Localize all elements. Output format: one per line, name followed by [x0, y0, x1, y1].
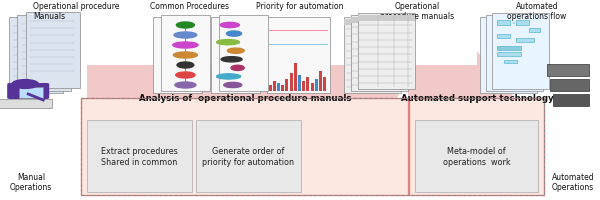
Bar	[550, 79, 589, 91]
Bar	[547, 64, 589, 76]
Ellipse shape	[227, 31, 241, 36]
Ellipse shape	[176, 72, 195, 78]
Ellipse shape	[224, 82, 242, 88]
Text: Analysis of  operational procedure manuals: Analysis of operational procedure manual…	[139, 94, 351, 103]
Bar	[529, 28, 540, 32]
Bar	[497, 52, 521, 56]
Bar	[153, 17, 202, 93]
Bar	[319, 71, 322, 91]
Text: Generate order of
priority for automation: Generate order of priority for automatio…	[202, 147, 295, 167]
Bar	[277, 83, 280, 91]
Text: Operational procedure
Manuals: Operational procedure Manuals	[33, 2, 119, 21]
Polygon shape	[87, 51, 399, 139]
Ellipse shape	[173, 42, 198, 48]
Bar	[219, 15, 268, 91]
Bar	[302, 81, 305, 91]
Bar	[351, 15, 408, 91]
Text: Operational
procedure manuals: Operational procedure manuals	[380, 2, 454, 21]
Ellipse shape	[227, 48, 244, 53]
Bar	[196, 120, 301, 192]
Bar	[161, 15, 210, 91]
Bar	[17, 15, 71, 91]
Bar	[286, 79, 289, 91]
Ellipse shape	[231, 65, 244, 70]
Text: Priority for automation: Priority for automation	[256, 2, 344, 11]
Text: Common Procedures: Common Procedures	[149, 2, 229, 11]
Bar	[358, 13, 415, 89]
Circle shape	[12, 80, 38, 88]
Ellipse shape	[217, 74, 241, 79]
Ellipse shape	[175, 82, 196, 88]
Ellipse shape	[177, 62, 194, 68]
Text: Manual
Operations: Manual Operations	[10, 173, 52, 192]
Bar	[497, 46, 521, 50]
Bar	[358, 15, 415, 21]
Ellipse shape	[173, 52, 197, 58]
Bar	[81, 98, 544, 195]
Text: Automated
operations flow: Automated operations flow	[508, 2, 566, 21]
Bar	[480, 17, 537, 93]
Bar	[0, 99, 52, 108]
Bar	[81, 98, 408, 195]
Bar	[497, 20, 510, 25]
Text: Extract procedures
Shared in common: Extract procedures Shared in common	[101, 147, 178, 167]
Bar	[19, 87, 43, 98]
Bar	[504, 60, 517, 63]
Ellipse shape	[176, 22, 194, 28]
Bar	[486, 15, 543, 91]
FancyBboxPatch shape	[7, 83, 49, 99]
Bar	[351, 17, 408, 23]
Bar	[211, 17, 260, 93]
Bar	[344, 17, 401, 93]
Ellipse shape	[174, 32, 197, 38]
Bar	[516, 20, 529, 25]
Bar	[323, 77, 326, 91]
Bar	[306, 77, 310, 91]
Bar	[415, 120, 538, 192]
Bar	[516, 38, 534, 42]
Bar	[298, 75, 301, 91]
Bar	[290, 73, 293, 91]
Ellipse shape	[221, 57, 242, 62]
Bar	[409, 98, 544, 195]
Ellipse shape	[220, 22, 239, 28]
Bar	[9, 17, 63, 93]
Bar	[269, 85, 271, 91]
Bar	[492, 13, 549, 89]
Text: Automated support technology: Automated support technology	[401, 94, 553, 103]
Bar	[497, 34, 510, 38]
Bar	[344, 19, 401, 25]
Bar	[311, 83, 314, 91]
Bar	[314, 79, 318, 91]
Bar	[281, 85, 284, 91]
Bar	[553, 94, 589, 106]
Polygon shape	[408, 51, 513, 139]
Bar	[267, 17, 330, 93]
Bar	[87, 120, 192, 192]
Bar	[294, 63, 296, 91]
Bar	[26, 12, 80, 88]
Text: Automated
Operations: Automated Operations	[551, 173, 595, 192]
Text: Meta-model of
operations  work: Meta-model of operations work	[443, 147, 510, 167]
Bar	[272, 81, 276, 91]
Ellipse shape	[217, 40, 239, 45]
